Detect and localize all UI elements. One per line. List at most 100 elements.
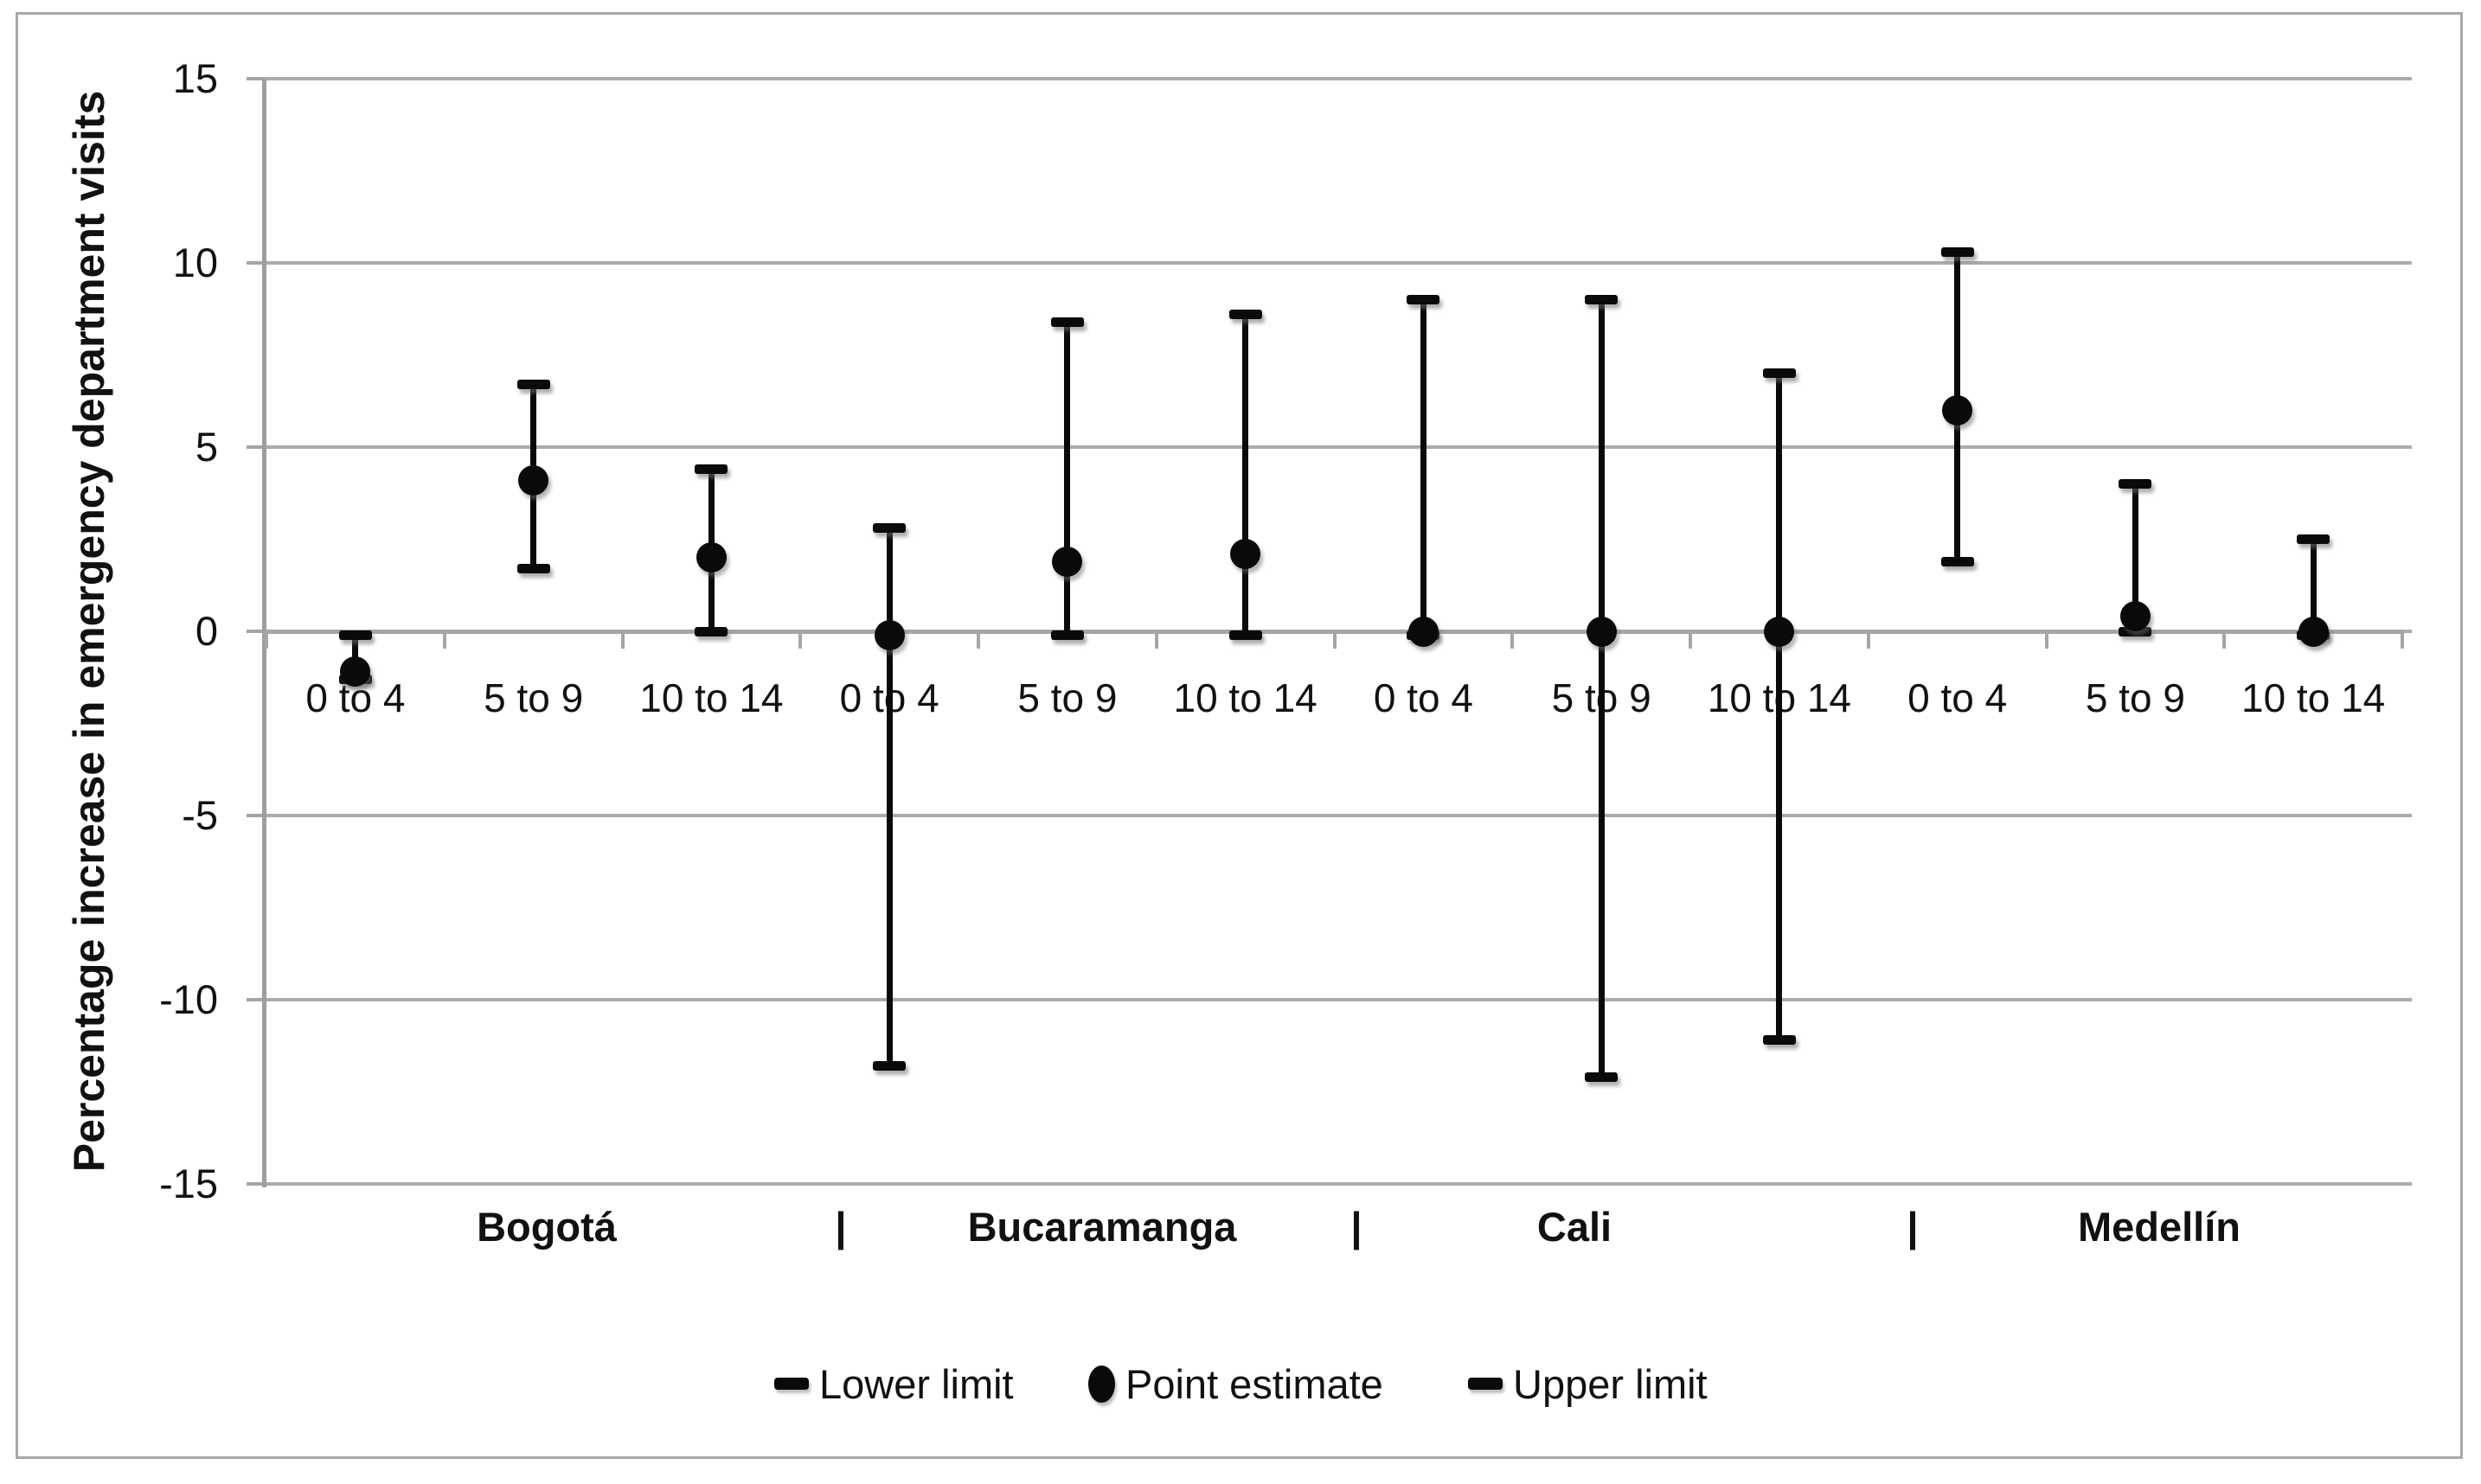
gridline-y-5 <box>262 445 2412 449</box>
limit-dash-legend-icon <box>774 1378 809 1390</box>
x-axis-boundary-tick <box>2222 630 2227 649</box>
legend-label: Upper limit <box>1513 1360 1708 1407</box>
gridline-y-10 <box>262 261 2412 265</box>
x-axis-boundary-tick <box>977 630 980 649</box>
x-axis-boundary-tick <box>1510 630 1515 649</box>
upper-limit-cap <box>873 523 907 534</box>
error-bar-line <box>1598 299 1605 1078</box>
legend-label: Point estimate <box>1125 1360 1383 1407</box>
upper-limit-cap <box>1050 317 1084 327</box>
y-axis-tick-5 <box>247 445 262 449</box>
gridline-y--15 <box>262 1182 2412 1186</box>
y-axis-tick--10 <box>247 998 262 1001</box>
city-separator: | <box>835 1204 847 1250</box>
x-axis-boundary-tick <box>265 630 268 649</box>
x-axis-boundary-tick <box>1689 630 1692 649</box>
city-label-1: Bucaramanga <box>967 1204 1237 1250</box>
city-label-3: Medellín <box>2077 1204 2241 1250</box>
limit-dash-legend-icon <box>1468 1378 1503 1390</box>
upper-limit-cap <box>1585 295 1619 305</box>
city-label-0: Bogotá <box>477 1204 617 1250</box>
y-axis-tick-15 <box>247 77 262 80</box>
y-axis-tick-10 <box>247 261 262 265</box>
upper-limit-cap <box>2297 534 2330 544</box>
point-estimate-marker <box>1586 616 1617 647</box>
x-axis-boundary-tick <box>1154 630 1158 649</box>
category-label-1-1: 5 to 9 <box>1017 675 1118 720</box>
lower-limit-cap <box>1762 1035 1796 1046</box>
category-label-3-1: 5 to 9 <box>2085 675 2185 720</box>
lower-limit-cap <box>695 626 728 636</box>
upper-limit-cap <box>695 464 728 475</box>
category-label-3-0: 0 to 4 <box>1907 675 2008 720</box>
x-axis-boundary-tick <box>798 630 803 649</box>
x-axis-boundary-tick <box>620 630 625 649</box>
y-axis-tick--5 <box>247 814 262 817</box>
upper-limit-cap <box>2119 479 2152 489</box>
city-separator: | <box>1907 1204 1919 1250</box>
y-tick-label-0: 0 <box>195 608 218 654</box>
upper-limit-cap <box>516 380 550 390</box>
point-estimate-legend-icon <box>1088 1365 1115 1403</box>
lower-limit-cap <box>1228 630 1262 640</box>
error-bar-line <box>1776 373 1783 1040</box>
error-bar-line <box>1420 299 1426 636</box>
y-tick-label--5: -5 <box>182 792 218 838</box>
legend-item-lower-limit: Lower limit <box>774 1358 1014 1410</box>
gridline-y-15 <box>262 77 2412 80</box>
point-estimate-marker <box>1407 616 1439 647</box>
error-bar-line <box>2310 539 2317 636</box>
y-tick-label--10: -10 <box>159 976 218 1022</box>
upper-limit-cap <box>1407 295 1440 305</box>
category-label-3-2: 10 to 14 <box>2241 675 2386 720</box>
x-axis-boundary-tick <box>442 630 446 649</box>
error-bar-line <box>1242 314 1249 636</box>
error-bar-line <box>886 528 893 1066</box>
point-estimate-marker <box>2298 616 2329 647</box>
legend-label: Lower limit <box>819 1360 1014 1407</box>
upper-limit-cap <box>1762 368 1796 379</box>
point-estimate-marker <box>340 656 371 688</box>
lower-limit-cap <box>873 1061 907 1071</box>
upper-limit-cap <box>338 630 372 640</box>
lower-limit-cap <box>1940 556 1974 566</box>
point-estimate-marker <box>2119 601 2151 632</box>
x-axis-boundary-tick <box>2401 630 2404 649</box>
error-bar-line <box>1064 322 1071 636</box>
lower-limit-cap <box>1050 630 1084 640</box>
city-label-2: Cali <box>1536 1204 1612 1250</box>
category-label-0-1: 5 to 9 <box>484 675 584 720</box>
gridline-y--10 <box>262 998 2412 1001</box>
y-axis-tick--15 <box>247 1182 262 1186</box>
x-axis-boundary-tick <box>1866 630 1870 649</box>
point-estimate-marker <box>696 542 727 573</box>
upper-limit-cap <box>1228 310 1262 320</box>
y-tick-label-10: 10 <box>172 240 218 285</box>
point-estimate-marker <box>1942 394 1973 425</box>
category-label-2-0: 0 to 4 <box>1373 675 1473 720</box>
category-label-0-2: 10 to 14 <box>639 675 784 720</box>
point-estimate-marker <box>1230 539 1261 570</box>
legend-item-point-estimate: Point estimate <box>1088 1358 1383 1410</box>
lower-limit-cap <box>516 564 550 574</box>
point-estimate-marker <box>1052 546 1083 577</box>
legend-item-upper-limit: Upper limit <box>1468 1358 1708 1410</box>
y-axis-tick-0 <box>247 630 262 633</box>
category-label-1-2: 10 to 14 <box>1173 675 1317 720</box>
figure-border <box>16 12 2463 1459</box>
x-axis-boundary-tick <box>2044 630 2048 649</box>
x-axis-boundary-tick <box>1332 630 1337 649</box>
error-bar-line <box>2132 483 2138 631</box>
y-tick-label--15: -15 <box>159 1161 218 1206</box>
gridline-y--5 <box>262 814 2412 817</box>
point-estimate-marker <box>1764 616 1795 647</box>
y-axis-line <box>262 79 266 1187</box>
upper-limit-cap <box>1940 246 1974 257</box>
y-tick-label-15: 15 <box>172 55 218 101</box>
lower-limit-cap <box>1585 1071 1619 1082</box>
point-estimate-marker <box>874 619 905 650</box>
y-tick-label-5: 5 <box>195 424 218 470</box>
city-separator: | <box>1350 1204 1362 1250</box>
point-estimate-marker <box>518 464 549 496</box>
